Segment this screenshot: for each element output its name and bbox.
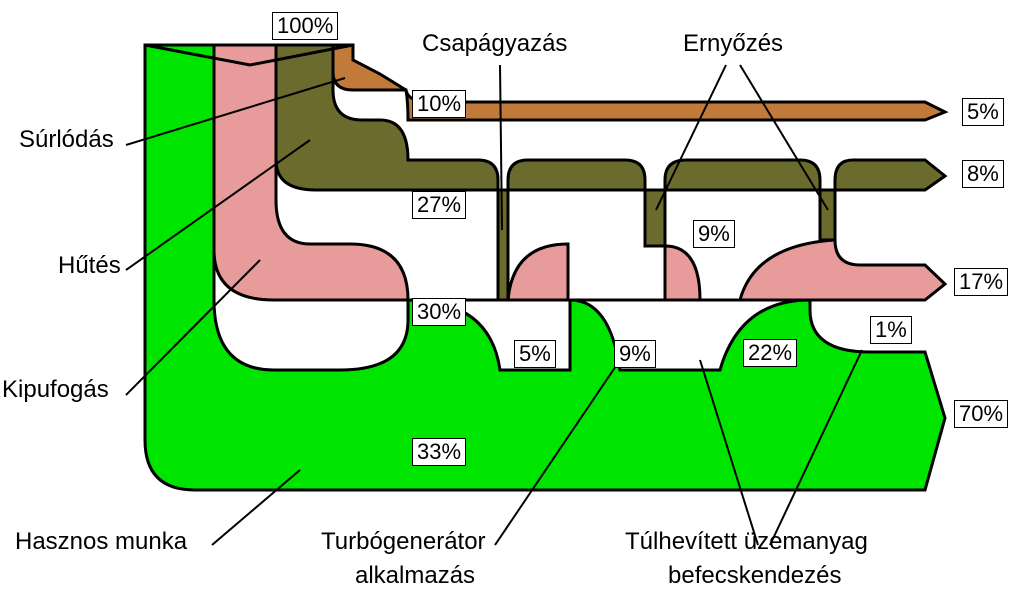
- label-turbogen-2: alkalmazás: [355, 562, 475, 590]
- label-csapagyazas: Csapágyazás: [422, 30, 567, 58]
- pct-1: 1%: [870, 316, 912, 344]
- pct-10: 10%: [412, 90, 466, 118]
- label-kipufogas: Kipufogás: [2, 376, 109, 404]
- label-turbogen-1: Turbógenerátor: [321, 528, 486, 556]
- pct-out-5: 5%: [962, 98, 1004, 126]
- pct-9b: 9%: [693, 220, 735, 248]
- label-tulhev-1: Túlhevített üzemanyag: [625, 528, 868, 556]
- label-ernyozes: Ernyőzés: [683, 30, 783, 58]
- pct-27: 27%: [412, 191, 466, 219]
- pct-9a: 9%: [614, 340, 656, 368]
- label-hutes: Hűtés: [58, 252, 121, 280]
- label-tulhev-2: befecskendezés: [668, 562, 841, 590]
- pct-33: 33%: [412, 438, 466, 466]
- pct-out-8: 8%: [962, 160, 1004, 188]
- label-hasznos: Hasznos munka: [15, 528, 187, 556]
- pct-30: 30%: [412, 298, 466, 326]
- pct-out-17: 17%: [954, 268, 1008, 296]
- sankey-diagram: [0, 0, 1020, 615]
- pct-22: 22%: [743, 339, 797, 367]
- pct-5i: 5%: [514, 340, 556, 368]
- pct-out-70: 70%: [954, 400, 1008, 428]
- label-surlodas: Súrlódás: [19, 126, 114, 154]
- pct-input-100: 100%: [272, 12, 338, 40]
